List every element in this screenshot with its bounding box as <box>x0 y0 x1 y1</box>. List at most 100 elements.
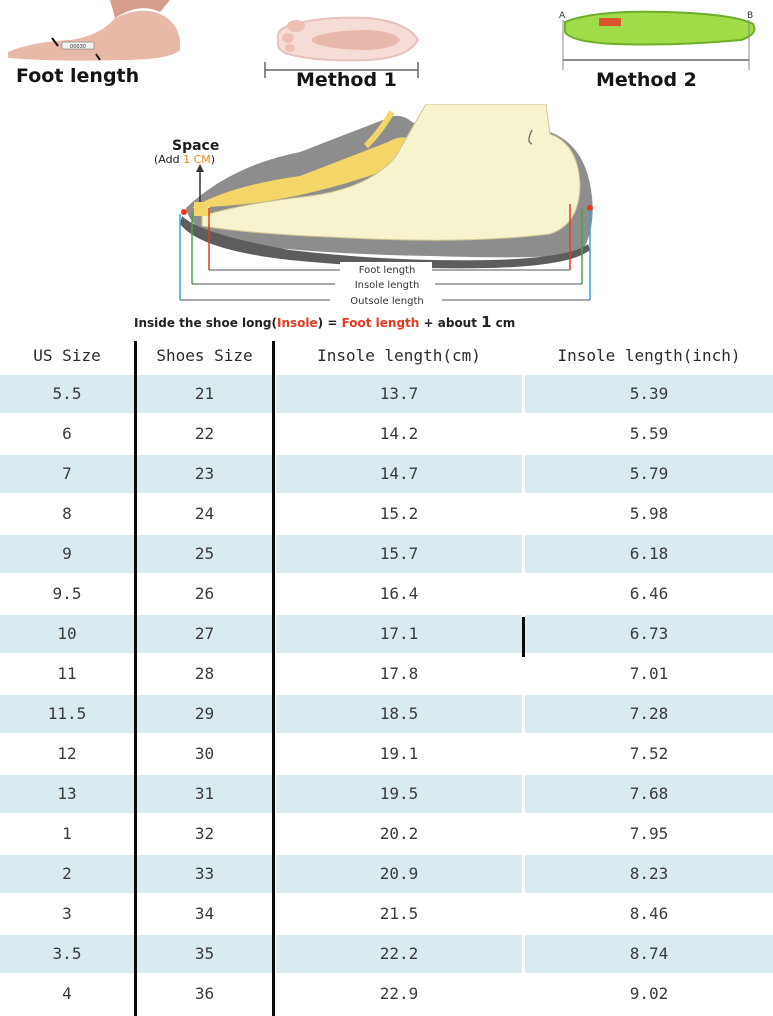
table-row: 1 32 20.2 7.95 <box>0 815 773 855</box>
insole-inch-cell: 8.23 <box>525 855 773 893</box>
shoes-size-cell: 29 <box>137 695 272 733</box>
us-size-cell: 3 <box>62 904 72 923</box>
table-row: 12 30 19.1 7.52 <box>0 735 773 775</box>
table-header-row: US Size Shoes Size Insole length(cm) Ins… <box>0 337 773 377</box>
caption-foot: Foot length <box>341 316 420 330</box>
insole-inch-cell: 6.73 <box>525 615 773 653</box>
shoes-size-cell: 33 <box>137 855 272 893</box>
insole-cm-cell: 20.9 <box>276 855 522 893</box>
column-divider <box>134 341 137 1016</box>
insole-inch-cell: 5.39 <box>525 375 773 413</box>
caption-part3: + about <box>419 316 482 330</box>
insole-inch-cell: 7.28 <box>525 695 773 733</box>
insole-point-b: B <box>747 11 753 21</box>
insole-cm-cell: 21.5 <box>379 904 419 923</box>
shoes-size-cell: 27 <box>137 615 272 653</box>
shoes-size-cell: 24 <box>194 504 215 523</box>
table-row: 13 31 19.5 7.68 <box>0 775 773 815</box>
add-prefix: (Add <box>154 153 183 166</box>
header-shoes-size: Shoes Size <box>137 337 272 375</box>
insole-length-dimension: Insole length <box>355 280 420 291</box>
svg-text:00030: 00030 <box>70 44 86 50</box>
add-suffix: ) <box>211 153 215 166</box>
shoes-size-cell: 26 <box>194 584 215 603</box>
insole-cm-cell: 13.7 <box>276 375 522 413</box>
insole-caption: Inside the shoe long(Insole) = Foot leng… <box>134 313 515 331</box>
column-divider <box>272 341 275 1016</box>
header-insole-cm: Insole length(cm) <box>276 337 522 375</box>
us-size-cell: 4 <box>62 984 72 1003</box>
shoes-size-cell: 32 <box>194 824 215 843</box>
insole-inch-cell: 7.95 <box>629 824 669 843</box>
shoes-size-cell: 31 <box>137 775 272 813</box>
method1-label: Method 1 <box>296 69 397 91</box>
insole-cm-cell: 15.2 <box>379 504 419 523</box>
insole-cm-cell: 22.9 <box>379 984 419 1003</box>
insole-cm-cell: 19.5 <box>276 775 522 813</box>
add-value: 1 CM <box>183 153 211 166</box>
us-size-cell: 9.5 <box>52 584 82 603</box>
space-label: Space <box>172 138 219 154</box>
insole-inch-cell: 8.74 <box>525 935 773 973</box>
us-size-cell: 8 <box>62 504 72 523</box>
us-size-cell: 12 <box>57 744 77 763</box>
caption-insole: Insole <box>277 316 318 330</box>
insole-cm-cell: 18.5 <box>276 695 522 733</box>
insole-inch-cell: 5.59 <box>629 424 669 443</box>
insole-cm-cell: 15.7 <box>276 535 522 573</box>
insole-inch-cell: 6.46 <box>629 584 669 603</box>
us-size-cell: 10 <box>0 615 134 653</box>
us-size-cell: 7 <box>0 455 134 493</box>
table-row: 2 33 20.9 8.23 <box>0 855 773 895</box>
insole-inch-cell: 7.68 <box>525 775 773 813</box>
shoes-size-cell: 34 <box>194 904 215 923</box>
caption-part2: ) = <box>317 316 342 330</box>
us-size-cell: 9 <box>0 535 134 573</box>
insole-inch-cell: 7.52 <box>629 744 669 763</box>
caption-part1: Inside the shoe long( <box>134 316 277 330</box>
footprint-icon <box>264 16 420 78</box>
measurement-illustration: 00030 Foot length Method 1 A B Method 2 <box>0 0 773 337</box>
insole-inch-cell: 5.98 <box>629 504 669 523</box>
us-size-cell: 13 <box>0 775 134 813</box>
caption-part4: cm <box>495 316 516 330</box>
header-insole-inch: Insole length(inch) <box>525 337 773 375</box>
insole-cm-cell: 17.8 <box>379 664 419 683</box>
insole-cm-cell: 14.7 <box>276 455 522 493</box>
shoes-size-cell: 25 <box>137 535 272 573</box>
shoe-diagram: Space (Add 1 CM) Foot length Insole leng… <box>154 104 593 307</box>
us-size-cell: 2 <box>0 855 134 893</box>
us-size-cell: 6 <box>62 424 72 443</box>
header-us-size: US Size <box>0 337 134 375</box>
table-row: 5.5 21 13.7 5.39 <box>0 375 773 415</box>
us-size-cell: 11.5 <box>0 695 134 733</box>
insole-cm-cell: 20.2 <box>379 824 419 843</box>
table-row: 11.5 29 18.5 7.28 <box>0 695 773 735</box>
outsole-length-dimension: Outsole length <box>350 296 423 307</box>
shoes-size-cell: 23 <box>137 455 272 493</box>
svg-text:(Add 1 CM): (Add 1 CM) <box>154 153 215 166</box>
table-row: 11 28 17.8 7.01 <box>0 655 773 695</box>
us-size-cell: 11 <box>57 664 77 683</box>
caption-one: 1 <box>481 313 492 331</box>
insole-inch-cell: 8.46 <box>629 904 669 923</box>
shoes-size-cell: 22 <box>194 424 215 443</box>
column-divider <box>522 617 525 657</box>
insole-cm-cell: 16.4 <box>379 584 419 603</box>
table-row: 9.5 26 16.4 6.46 <box>0 575 773 615</box>
insole-icon: A B <box>559 10 756 70</box>
insole-inch-cell: 6.18 <box>525 535 773 573</box>
shoes-size-cell: 28 <box>194 664 215 683</box>
shoes-size-cell: 35 <box>137 935 272 973</box>
method2-label: Method 2 <box>596 69 697 91</box>
us-size-cell: 3.5 <box>0 935 134 973</box>
shoes-size-cell: 36 <box>194 984 215 1003</box>
foot-length-dimension: Foot length <box>359 265 416 276</box>
insole-cm-cell: 17.1 <box>276 615 522 653</box>
foot-length-label: Foot length <box>16 65 140 87</box>
insole-cm-cell: 14.2 <box>379 424 419 443</box>
foot-photo: 00030 <box>0 0 200 66</box>
insole-inch-cell: 5.79 <box>525 455 773 493</box>
table-row: 3 34 21.5 8.46 <box>0 895 773 935</box>
insole-inch-cell: 7.01 <box>629 664 669 683</box>
